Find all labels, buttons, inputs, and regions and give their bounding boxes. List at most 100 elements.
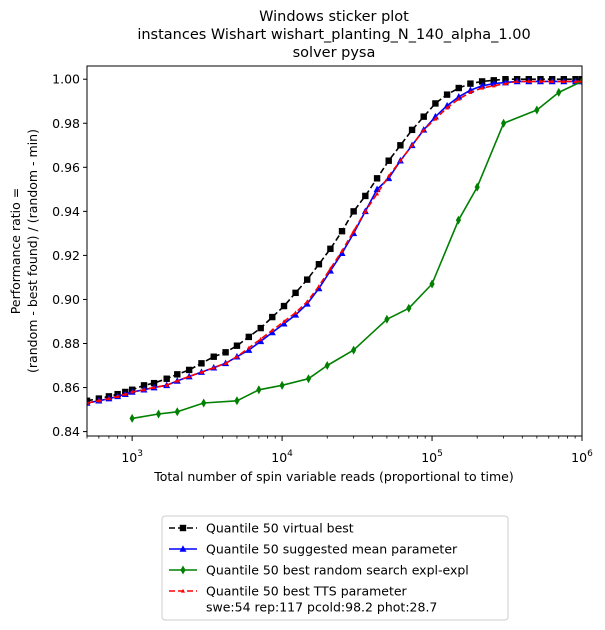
data-point: [115, 394, 120, 398]
data-point: [561, 79, 566, 84]
data-point: [338, 227, 346, 235]
data-point: [385, 174, 393, 182]
data-point: [293, 310, 298, 315]
data-point: [256, 385, 262, 395]
legend: Quantile 50 virtual best Quantile 50 sugg…: [161, 515, 509, 621]
data-point: [397, 142, 404, 149]
data-point: [420, 113, 427, 120]
data-point: [406, 303, 412, 313]
data-point: [384, 314, 390, 324]
data-point: [174, 371, 181, 378]
data-point: [155, 409, 162, 419]
y-tick-label: 0.90: [52, 292, 80, 307]
data-point: [185, 366, 193, 374]
legend-label: Quantile 50 suggested mean parameter: [206, 542, 458, 557]
data-point: [340, 248, 345, 253]
data-point: [328, 266, 333, 271]
data-point: [179, 524, 187, 532]
plot-frame: [86, 65, 583, 437]
data-point: [180, 565, 186, 575]
data-point: [87, 397, 91, 404]
data-point: [443, 91, 451, 98]
data-point: [573, 79, 578, 84]
chart-title-line-1: Windows sticker plot: [259, 9, 409, 25]
data-point: [538, 79, 543, 84]
legend-item-1: Quantile 50 virtual best: [169, 521, 354, 536]
legend-item-3: Quantile 50 best random search expl-expl: [169, 563, 469, 578]
data-point: [429, 279, 435, 289]
x-axis-minor-ticks: [86, 436, 576, 439]
data-point: [556, 87, 562, 97]
data-point: [491, 83, 496, 88]
data-point: [258, 336, 263, 341]
chart-title: Windows sticker plot instances Wishart w…: [137, 9, 530, 61]
plot-area: [86, 65, 583, 437]
y-tick-label: 1.00: [52, 72, 80, 87]
y-axis: 0.84 0.86 0.88 0.90 0.92 0.94 0.96 0.98 1.00: [52, 72, 87, 439]
data-point: [386, 173, 391, 178]
y-tick-label: 0.92: [52, 248, 80, 263]
y-axis-label-line-2: (random - best found) / (random - min): [25, 129, 40, 373]
data-point: [199, 369, 204, 374]
data-point: [351, 228, 356, 233]
data-point: [222, 349, 229, 356]
data-point: [478, 82, 486, 89]
data-point: [179, 545, 187, 552]
data-point: [398, 158, 403, 163]
chart-title-line-2: instances Wishart wishart_planting_N_140…: [137, 27, 530, 43]
data-point: [324, 361, 330, 371]
data-point: [455, 215, 462, 225]
data-point: [315, 261, 323, 268]
data-point: [316, 284, 321, 288]
data-point: [201, 398, 207, 408]
data-point: [280, 319, 288, 327]
series-line: [131, 80, 582, 420]
data-point: [123, 391, 128, 396]
data-point: [455, 93, 463, 100]
data-point: [327, 245, 334, 252]
data-point: [210, 353, 217, 360]
data-point: [280, 302, 288, 310]
data-point: [526, 79, 531, 84]
data-point: [433, 116, 438, 121]
data-point: [432, 100, 439, 107]
x-axis-label: Total number of spin variable reads (pro…: [153, 469, 514, 484]
data-point: [187, 374, 192, 379]
y-tick-label: 0.84: [52, 424, 80, 439]
legend-frame: [161, 515, 509, 621]
data-point: [234, 396, 240, 406]
data-point: [106, 396, 111, 401]
data-point: [550, 79, 555, 84]
data-point: [270, 328, 275, 332]
data-point: [500, 118, 507, 128]
data-point: [410, 143, 415, 147]
data-point: [480, 85, 485, 90]
data-point: [282, 319, 287, 324]
data-point: [163, 375, 170, 382]
data-point: [257, 324, 264, 332]
data-point: [578, 76, 582, 83]
series-3: [129, 76, 582, 423]
legend-label: Quantile 50 best random search expl-expl: [206, 563, 469, 578]
data-point: [96, 398, 101, 403]
data-point: [245, 346, 253, 353]
data-point: [150, 379, 158, 387]
data-point: [164, 383, 169, 387]
data-point: [234, 354, 239, 359]
data-point: [408, 126, 416, 134]
y-tick-label: 0.98: [52, 116, 80, 131]
data-point: [373, 175, 381, 182]
data-point: [474, 182, 480, 192]
legend-label: Quantile 50 best TTS parameter: [206, 584, 408, 599]
y-tick-label: 0.88: [52, 336, 80, 351]
x-tick-label: 106: [571, 449, 593, 465]
data-point: [351, 345, 357, 355]
data-point: [152, 385, 157, 390]
series-line: [87, 78, 582, 402]
data-point: [181, 588, 185, 593]
data-point: [269, 313, 276, 321]
data-point: [303, 300, 311, 307]
data-point: [515, 79, 520, 84]
x-tick-label: 104: [271, 449, 293, 465]
